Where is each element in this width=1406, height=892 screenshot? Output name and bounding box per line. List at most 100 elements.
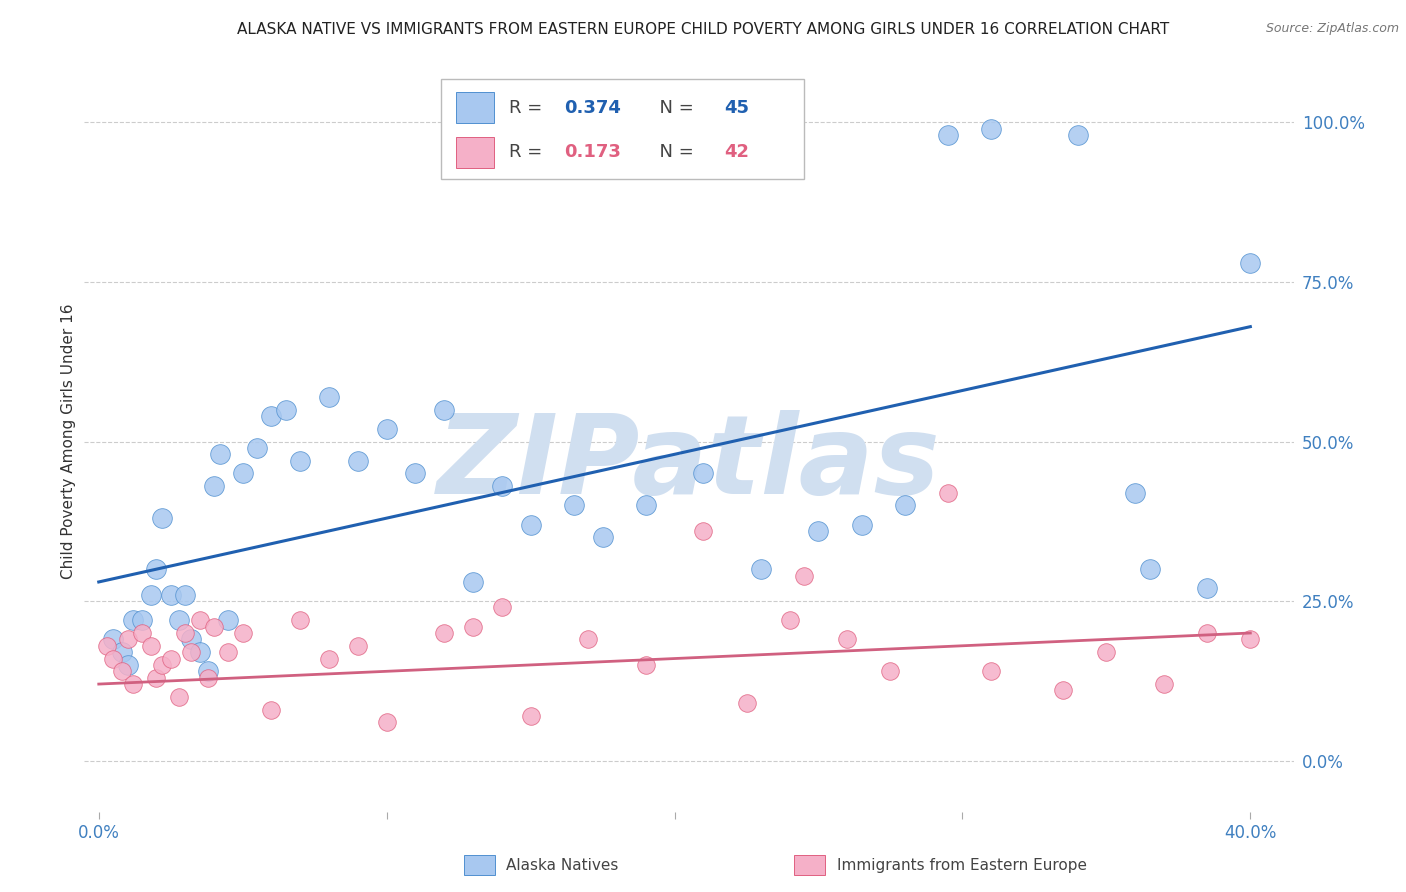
Point [174, 588, 197, 602]
Y-axis label: Child Poverty Among Girls Under 16: Child Poverty Among Girls Under 16 [60, 304, 76, 579]
Point [347, 453, 370, 467]
Point [174, 626, 197, 640]
Point [1197, 626, 1219, 640]
Point [208, 447, 231, 461]
Text: 45: 45 [724, 99, 749, 117]
Point [122, 677, 145, 691]
Point [749, 562, 772, 576]
Point [793, 568, 815, 582]
Point [290, 453, 312, 467]
Point [1095, 645, 1118, 659]
Point [461, 619, 484, 633]
Point [232, 626, 254, 640]
Point [131, 613, 153, 627]
Point [576, 632, 599, 647]
Point [461, 574, 484, 589]
Bar [456, 92, 495, 123]
Text: 42: 42 [724, 143, 749, 161]
Point [1052, 683, 1074, 698]
Point [519, 517, 541, 532]
Point [260, 703, 283, 717]
Point [837, 632, 859, 647]
Point [274, 402, 297, 417]
Point [433, 626, 456, 640]
Text: Immigrants from Eastern Europe: Immigrants from Eastern Europe [837, 858, 1087, 872]
Text: ZIPatlas: ZIPatlas [437, 410, 941, 517]
Point [980, 121, 1002, 136]
Point [519, 709, 541, 723]
Point [150, 511, 173, 525]
Point [246, 441, 269, 455]
Point [232, 467, 254, 481]
Point [491, 600, 513, 615]
FancyBboxPatch shape [441, 78, 804, 178]
Point [145, 671, 167, 685]
Point [180, 645, 202, 659]
Point [202, 619, 225, 633]
Point [145, 562, 167, 576]
Point [1153, 677, 1175, 691]
Point [980, 665, 1002, 679]
Point [1239, 632, 1261, 647]
Point [433, 402, 456, 417]
Point [111, 645, 134, 659]
Point [894, 499, 917, 513]
Point [122, 613, 145, 627]
Point [217, 645, 239, 659]
Point [347, 639, 370, 653]
Point [101, 632, 124, 647]
Point [117, 657, 139, 672]
Text: 0.173: 0.173 [564, 143, 621, 161]
Point [290, 613, 312, 627]
Point [197, 665, 219, 679]
Point [180, 632, 202, 647]
Point [139, 639, 162, 653]
Point [779, 613, 801, 627]
Point [634, 499, 657, 513]
Point [936, 128, 959, 143]
Point [404, 467, 426, 481]
Point [692, 467, 714, 481]
Text: Alaska Natives: Alaska Natives [506, 858, 619, 872]
Point [1239, 256, 1261, 270]
Point [260, 409, 283, 423]
Point [318, 651, 340, 665]
Point [169, 613, 191, 627]
Text: 0.374: 0.374 [564, 99, 621, 117]
Point [562, 499, 585, 513]
Point [936, 485, 959, 500]
Point [735, 696, 758, 710]
Text: Source: ZipAtlas.com: Source: ZipAtlas.com [1265, 22, 1399, 36]
Point [1066, 128, 1088, 143]
Point [202, 479, 225, 493]
Point [634, 657, 657, 672]
Point [375, 715, 398, 730]
Point [592, 530, 614, 544]
Point [879, 665, 901, 679]
Point [1123, 485, 1146, 500]
Point [188, 645, 211, 659]
Point [117, 632, 139, 647]
Point [150, 657, 173, 672]
Point [491, 479, 513, 493]
Point [111, 665, 134, 679]
Point [1139, 562, 1161, 576]
Point [139, 588, 162, 602]
Point [692, 524, 714, 538]
Text: N =: N = [648, 143, 699, 161]
Text: N =: N = [648, 99, 699, 117]
Point [188, 613, 211, 627]
Text: R =: R = [509, 143, 548, 161]
Point [807, 524, 830, 538]
Text: R =: R = [509, 99, 548, 117]
Point [318, 390, 340, 404]
Text: ALASKA NATIVE VS IMMIGRANTS FROM EASTERN EUROPE CHILD POVERTY AMONG GIRLS UNDER : ALASKA NATIVE VS IMMIGRANTS FROM EASTERN… [236, 22, 1170, 37]
Point [851, 517, 873, 532]
Point [1197, 582, 1219, 596]
Point [101, 651, 124, 665]
Point [96, 639, 118, 653]
Point [375, 422, 398, 436]
Point [159, 588, 181, 602]
Point [159, 651, 181, 665]
Point [217, 613, 239, 627]
